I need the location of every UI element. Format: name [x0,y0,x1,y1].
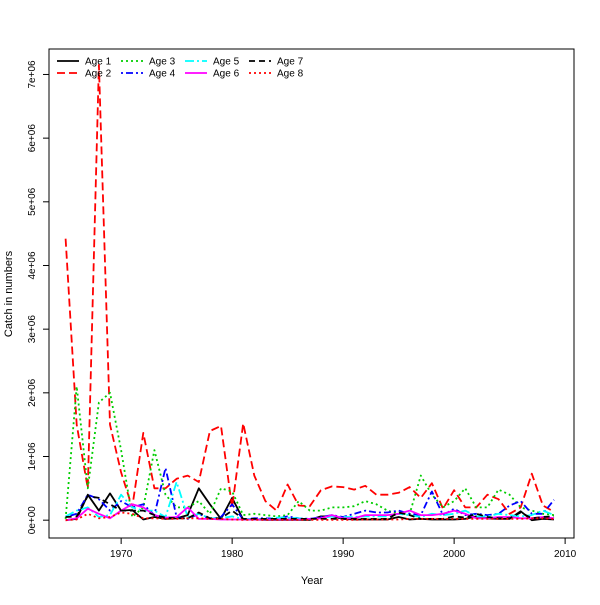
y-tick-label: 6e+06 [27,124,38,153]
legend-item-age-3: Age 3 [121,57,176,68]
series-line-age-3 [64,385,555,519]
x-axis: 1970 1980 1990 2000 2010 [110,538,577,560]
series-line-age-6 [65,503,555,522]
y-tick-label: 4e+06 [27,251,38,280]
x-axis-title: Year [301,575,324,587]
legend-label: Age 5 [213,57,240,68]
legend-item-age-7: Age 7 [249,57,304,68]
y-axis: 0e+00 1e+06 2e+06 3e+06 4e+06 5e+06 6e+06 7e+06 [27,60,49,534]
y-tick-label: 0e+00 [27,506,38,535]
legend-item-age-6: Age 6 [185,69,240,80]
legend-label: Age 4 [149,69,176,80]
legend-label: Age 7 [277,57,304,68]
series-layer [64,64,555,522]
legend-label: Age 3 [149,57,176,68]
y-tick-label: 1e+06 [27,442,38,471]
legend-label: Age 6 [213,69,240,80]
y-axis-title: Catch in numbers [3,250,15,337]
series-line-age-8 [65,511,555,522]
x-tick-label: 1980 [221,549,244,560]
x-tick-label: 2000 [443,549,466,560]
x-tick-label: 1990 [332,549,355,560]
legend-label: Age 2 [85,69,112,80]
plot-frame [48,48,575,539]
series-line-age-7 [65,495,555,520]
x-tick-label: 1970 [110,549,133,560]
legend-item-age-8: Age 8 [249,69,304,80]
legend-item-age-5: Age 5 [185,57,240,68]
y-tick-label: 5e+06 [27,187,38,216]
legend-item-age-4: Age 4 [121,69,176,80]
legend-label: Age 8 [277,69,304,80]
x-tick-label: 2010 [554,549,577,560]
legend-item-age-1: Age 1 [57,57,112,68]
series-line-age-2 [64,64,555,515]
y-tick-label: 7e+06 [27,60,38,89]
y-tick-label: 2e+06 [27,378,38,407]
y-tick-label: 3e+06 [27,315,38,344]
legend-label: Age 1 [85,57,112,68]
legend-item-age-2: Age 2 [57,69,112,80]
